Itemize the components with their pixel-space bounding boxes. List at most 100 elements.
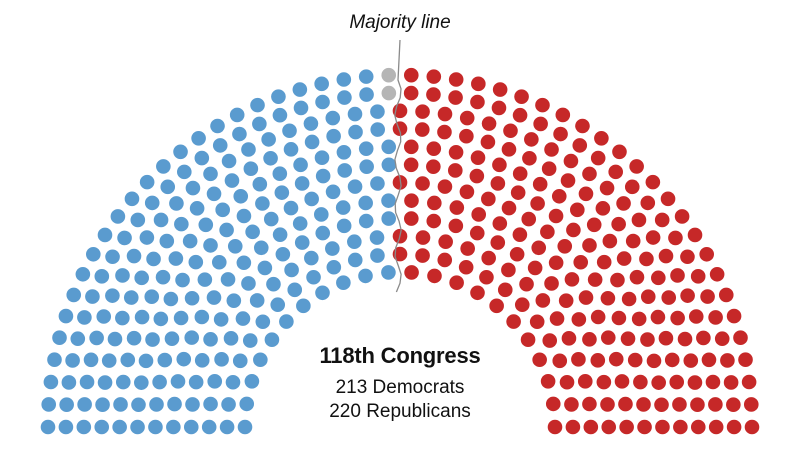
seat-democrats bbox=[348, 124, 363, 140]
seat-democrats bbox=[293, 157, 308, 173]
seat-democrats bbox=[123, 290, 139, 305]
seat-republicans bbox=[720, 353, 735, 368]
seat-republicans bbox=[640, 195, 656, 211]
seat-democrats bbox=[144, 195, 160, 211]
democrats-count-label: 213 Democrats bbox=[335, 377, 465, 398]
seat-democrats bbox=[144, 289, 160, 305]
seat-democrats bbox=[188, 374, 204, 390]
seat-democrats bbox=[131, 397, 146, 413]
seat-republicans bbox=[438, 234, 453, 250]
seat-democrats bbox=[270, 297, 286, 313]
seat-republicans bbox=[512, 166, 528, 182]
seat-democrats bbox=[203, 396, 218, 412]
seat-republicans bbox=[545, 396, 561, 412]
seat-republicans bbox=[600, 290, 616, 306]
seat-democrats bbox=[191, 131, 206, 146]
seat-democrats bbox=[303, 116, 319, 131]
seat-republicans bbox=[658, 248, 674, 264]
seat-republicans bbox=[531, 240, 547, 256]
seat-republicans bbox=[627, 352, 643, 368]
seat-democrats bbox=[347, 179, 363, 194]
seat-democrats bbox=[177, 164, 192, 180]
seat-republicans bbox=[611, 310, 627, 326]
seat-republicans bbox=[544, 276, 559, 291]
seat-republicans bbox=[426, 69, 442, 84]
seat-republicans bbox=[404, 265, 419, 280]
seat-democrats bbox=[369, 230, 385, 245]
seat-republicans bbox=[608, 351, 624, 367]
seat-republicans bbox=[557, 238, 573, 254]
seat-republicans bbox=[690, 269, 706, 284]
seat-republicans bbox=[530, 196, 545, 211]
seat-republicans bbox=[670, 310, 685, 326]
seat-republicans bbox=[610, 272, 625, 288]
seat-democrats bbox=[182, 233, 198, 249]
seat-democrats bbox=[203, 332, 218, 347]
seat-democrats bbox=[381, 265, 396, 280]
seat-democrats bbox=[175, 272, 190, 288]
seat-democrats bbox=[152, 374, 167, 390]
seat-republicans bbox=[447, 163, 463, 178]
seat-republicans bbox=[640, 332, 655, 347]
seat-democrats bbox=[220, 272, 236, 287]
seat-democrats bbox=[274, 185, 290, 200]
seat-democrats bbox=[223, 331, 239, 346]
seat-democrats bbox=[381, 211, 397, 226]
seat-vacant bbox=[381, 67, 397, 83]
seat-republicans bbox=[481, 191, 496, 207]
seat-republicans bbox=[743, 397, 759, 412]
seat-democrats bbox=[113, 397, 128, 412]
seat-republicans bbox=[564, 397, 579, 412]
seat-republicans bbox=[668, 230, 683, 246]
seat-republicans bbox=[726, 397, 741, 412]
seat-democrats bbox=[283, 142, 299, 157]
seat-democrats bbox=[325, 241, 340, 256]
seat-republicans bbox=[437, 106, 453, 122]
seat-republicans bbox=[645, 230, 661, 245]
seat-democrats bbox=[185, 397, 200, 412]
seat-republicans bbox=[594, 131, 609, 146]
seat-republicans bbox=[733, 330, 748, 346]
seat-democrats bbox=[105, 288, 120, 303]
seat-democrats bbox=[164, 331, 180, 346]
seat-republicans bbox=[596, 254, 612, 270]
seat-republicans bbox=[583, 419, 599, 435]
seat-republicans bbox=[612, 144, 627, 160]
majority-line-label: Majority line bbox=[349, 12, 451, 33]
seat-democrats bbox=[197, 272, 213, 287]
seat-democrats bbox=[250, 97, 265, 113]
seat-democrats bbox=[292, 216, 308, 231]
seat-republicans bbox=[636, 397, 651, 412]
seat-republicans bbox=[590, 309, 606, 325]
seat-democrats bbox=[294, 235, 310, 250]
seat-democrats bbox=[58, 308, 74, 324]
seat-democrats bbox=[134, 270, 149, 286]
seat-democrats bbox=[358, 268, 373, 284]
seat-democrats bbox=[213, 312, 229, 327]
seat-republicans bbox=[535, 293, 551, 308]
seat-vacant bbox=[381, 85, 397, 101]
seat-democrats bbox=[139, 174, 155, 190]
seat-democrats bbox=[219, 222, 234, 238]
seat-republicans bbox=[726, 308, 742, 324]
seat-democrats bbox=[130, 419, 145, 435]
seat-republicans bbox=[449, 200, 465, 215]
seat-democrats bbox=[40, 419, 56, 435]
seat-republicans bbox=[566, 222, 581, 238]
seat-republicans bbox=[565, 419, 581, 435]
seat-republicans bbox=[701, 352, 717, 368]
seat-republicans bbox=[555, 107, 571, 123]
seat-republicans bbox=[501, 262, 516, 278]
seat-republicans bbox=[596, 374, 612, 390]
seat-democrats bbox=[70, 331, 86, 347]
seat-republicans bbox=[514, 297, 530, 313]
seat-republicans bbox=[650, 309, 666, 325]
seat-democrats bbox=[293, 100, 309, 116]
seat-republicans bbox=[510, 185, 526, 200]
seat-republicans bbox=[646, 353, 662, 369]
seat-democrats bbox=[94, 269, 110, 284]
seat-democrats bbox=[325, 184, 341, 200]
seat-democrats bbox=[115, 310, 130, 326]
seat-republicans bbox=[661, 290, 677, 305]
